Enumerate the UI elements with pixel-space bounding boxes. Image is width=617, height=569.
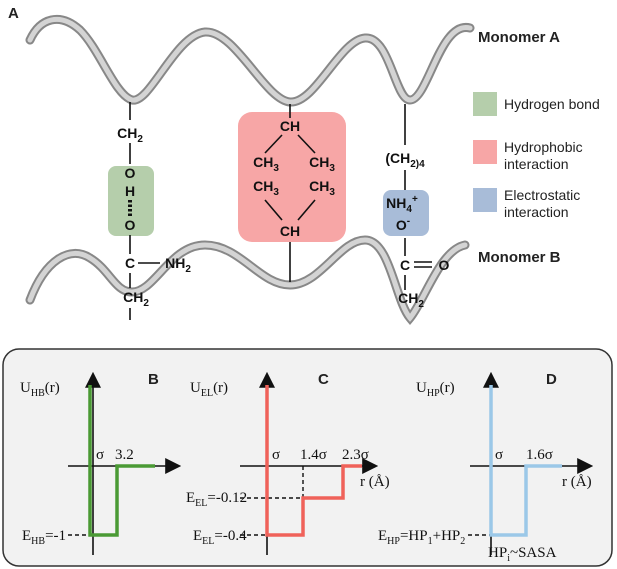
panel-label: A xyxy=(8,5,19,22)
panel-label: B xyxy=(148,371,159,388)
monomer-b-chain xyxy=(30,240,465,318)
tick-label: σ xyxy=(495,447,503,463)
chem-label: O xyxy=(439,257,450,273)
axis-label: r (Å) xyxy=(562,474,592,490)
chem-label: CH2 xyxy=(117,125,143,145)
chem-label: (CH2)4 xyxy=(385,150,425,170)
chem-label: O xyxy=(125,217,136,233)
legend-swatch xyxy=(473,92,497,116)
chem-label: O xyxy=(125,165,136,181)
monomer-b-label: Monomer B xyxy=(478,249,561,266)
tick-label: σ xyxy=(272,447,280,463)
chem-label: H xyxy=(125,183,135,199)
chem-label: CH xyxy=(280,118,300,134)
panel-label: C xyxy=(318,371,329,388)
chem-label: C xyxy=(400,257,410,273)
figure: A Monomer A Monomer B Hydrogen bond Hydr… xyxy=(0,0,617,569)
axis-label: r (Å) xyxy=(360,474,390,490)
tick-label: 1.4σ xyxy=(300,447,327,463)
tick-label: 3.2 xyxy=(115,447,134,463)
legend-label: Electrostatic xyxy=(504,187,580,203)
monomer-a-chain xyxy=(30,19,470,102)
tick-label: 1.6σ xyxy=(526,447,553,463)
legend-swatch xyxy=(473,140,497,164)
panel-label: D xyxy=(546,371,557,388)
legend-label: interaction xyxy=(504,156,569,172)
legend-label: interaction xyxy=(504,204,569,220)
chem-label: NH2 xyxy=(165,255,191,275)
legend-label: Hydrophobic xyxy=(504,139,583,155)
legend-label: Hydrogen bond xyxy=(504,96,600,112)
tick-label: 2.3σ xyxy=(342,447,369,463)
chem-label: C xyxy=(125,255,135,271)
tick-label: σ xyxy=(96,447,104,463)
monomer-a-label: Monomer A xyxy=(478,29,560,46)
legend-swatch xyxy=(473,188,497,212)
chem-label: CH xyxy=(280,223,300,239)
